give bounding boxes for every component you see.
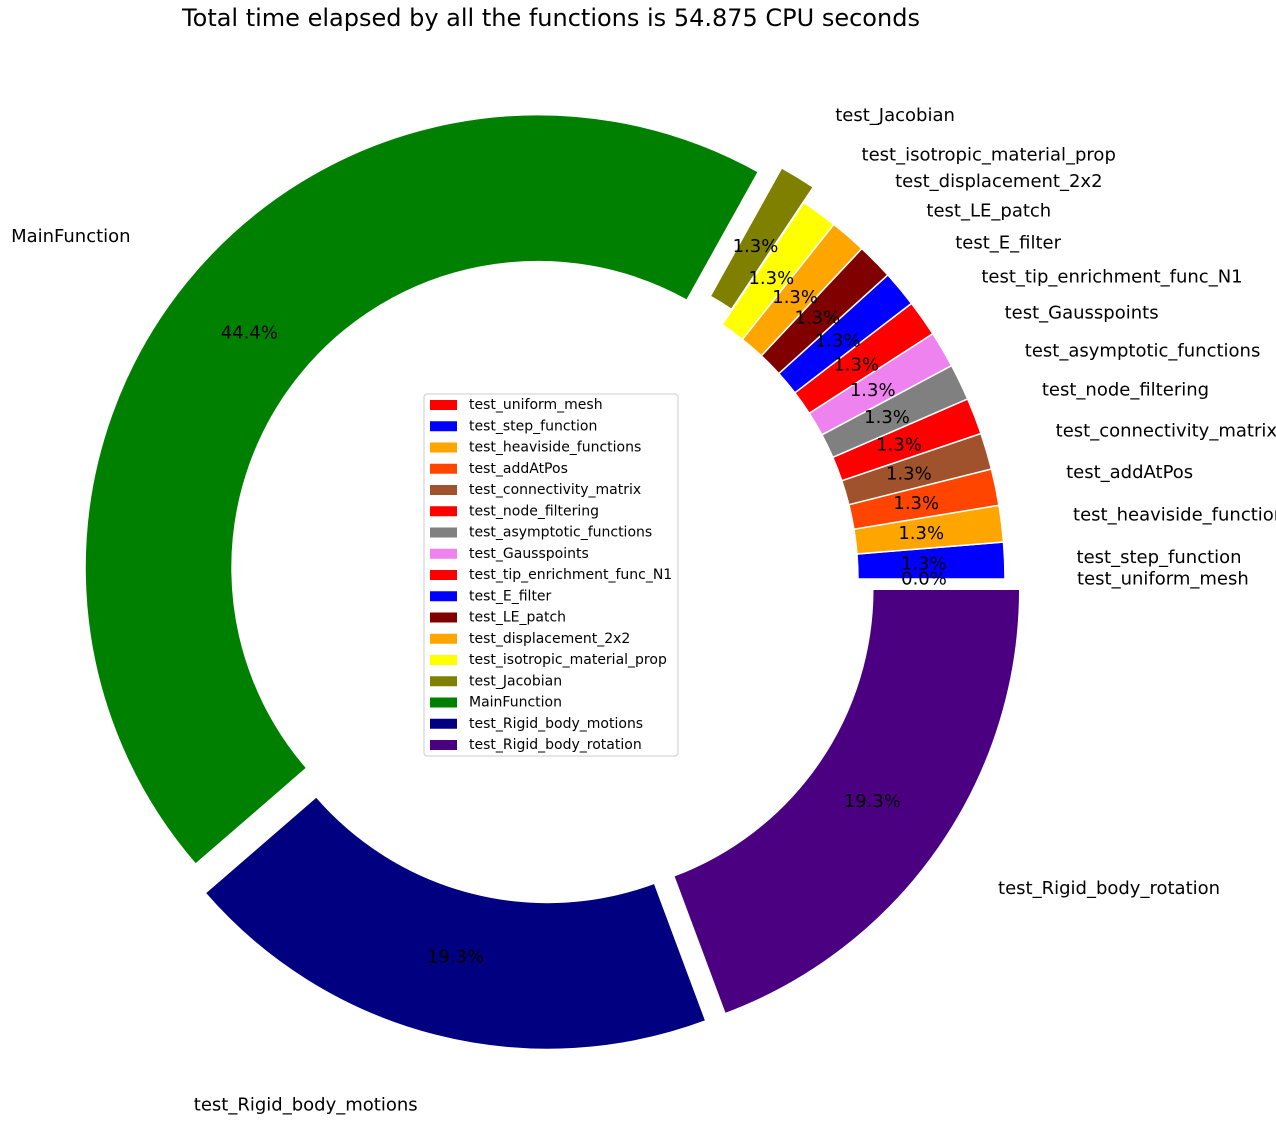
percent-label-test-node-filtering: 1.3%: [876, 435, 922, 456]
slice-label-test-gausspoints: test_Gausspoints: [1005, 302, 1159, 323]
legend-swatch-test-uniform-mesh: [430, 400, 457, 410]
legend-label-test-asymptotic-functions: test_asymptotic_functions: [469, 525, 652, 541]
percent-label-test-rigid-body-motions: 19.3%: [427, 946, 484, 967]
percent-label-test-addatpos: 1.3%: [893, 493, 939, 514]
legend-label-test-rigid-body-motions: test_Rigid_body_motions: [469, 716, 643, 732]
slice-test-isotropic-material-prop: [721, 201, 835, 341]
slices-layer: [84, 113, 1021, 1051]
percent-label-test-step-function: 1.3%: [901, 553, 947, 574]
percent-label-mainfunction: 44.4%: [221, 323, 278, 344]
legend-swatch-test-step-function: [430, 421, 457, 432]
slice-test-rigid-body-rotation: [672, 588, 1021, 1015]
legend-label-test-tip-enrichment-func-n1: test_tip_enrichment_func_N1: [469, 567, 672, 583]
percent-label-test-tip-enrichment-func-n1: 1.3%: [833, 354, 879, 375]
slice-label-test-e-filter: test_E_filter: [955, 232, 1061, 253]
percent-label-test-le-patch: 1.3%: [794, 308, 840, 329]
legend-label-test-le-patch: test_LE_patch: [469, 610, 566, 626]
legend: test_uniform_mesh test_step_function test_…: [423, 393, 679, 757]
legend-swatch-test-addatpos: [430, 463, 457, 474]
slice-label-test-rigid-body-motions: test_Rigid_body_motions: [194, 1095, 418, 1116]
percent-label-test-heaviside-functions: 1.3%: [898, 523, 944, 544]
legend-swatch-test-asymptotic-functions: [430, 527, 457, 538]
slice-label-test-rigid-body-rotation: test_Rigid_body_rotation: [998, 878, 1220, 899]
legend-label-test-displacement-2x2: test_displacement_2x2: [469, 631, 630, 647]
legend-label-test-uniform-mesh: test_uniform_mesh: [469, 397, 603, 413]
slice-test-jacobian: [709, 166, 815, 311]
percent-label-test-isotropic-material-prop: 1.3%: [748, 268, 794, 289]
legend-label-test-connectivity-matrix: test_connectivity_matrix: [469, 482, 641, 498]
legend-swatch-test-e-filter: [430, 591, 457, 602]
legend-label-test-gausspoints: test_Gausspoints: [469, 546, 589, 562]
percent-label-test-jacobian: 1.3%: [733, 236, 779, 257]
slice-label-test-jacobian: test_Jacobian: [835, 105, 955, 126]
percent-label-test-connectivity-matrix: 1.3%: [886, 463, 932, 484]
slice-label-test-uniform-mesh: test_uniform_mesh: [1077, 569, 1249, 590]
slice-labels-layer: test_uniform_meshtest_step_functiontest_…: [11, 105, 1276, 1115]
legend-swatch-test-node-filtering: [430, 506, 457, 517]
legend-swatch-test-rigid-body-rotation: [430, 740, 457, 750]
percent-label-test-uniform-mesh: 0.0%: [901, 569, 947, 590]
legend-label-test-rigid-body-rotation: test_Rigid_body_rotation: [469, 737, 642, 753]
percent-labels-layer: 0.0%1.3%1.3%1.3%1.3%1.3%1.3%1.3%1.3%1.3%…: [221, 236, 947, 968]
slice-label-test-heaviside-functions: test_heaviside_functions: [1073, 504, 1276, 525]
legend-swatch-test-gausspoints: [430, 548, 457, 559]
slice-label-mainfunction: MainFunction: [11, 226, 131, 247]
legend-swatch-mainfunction: [430, 697, 457, 708]
percent-label-test-displacement-2x2: 1.3%: [772, 287, 818, 308]
slice-label-test-isotropic-material-prop: test_isotropic_material_prop: [862, 144, 1116, 165]
slice-label-test-addatpos: test_addAtPos: [1066, 462, 1193, 483]
slice-label-test-connectivity-matrix: test_connectivity_matrix: [1056, 420, 1276, 441]
slice-label-test-step-function: test_step_function: [1077, 547, 1242, 568]
slice-label-test-asymptotic-functions: test_asymptotic_functions: [1025, 340, 1261, 361]
legend-swatch-test-jacobian: [430, 676, 457, 687]
percent-label-test-gausspoints: 1.3%: [850, 380, 896, 401]
legend-swatch-test-connectivity-matrix: [430, 485, 457, 495]
legend-frame: [423, 393, 679, 757]
legend-swatch-test-le-patch: [430, 612, 457, 623]
legend-label-mainfunction: MainFunction: [469, 695, 562, 711]
legend-label-test-jacobian: test_Jacobian: [469, 673, 562, 689]
legend-label-test-e-filter: test_E_filter: [469, 588, 552, 604]
legend-label-test-addatpos: test_addAtPos: [469, 461, 568, 477]
slice-label-test-node-filtering: test_node_filtering: [1042, 380, 1209, 401]
legend-label-test-step-function: test_step_function: [469, 418, 597, 434]
legend-swatch-test-displacement-2x2: [430, 633, 457, 644]
slice-label-test-tip-enrichment-func-n1: test_tip_enrichment_func_N1: [981, 266, 1242, 287]
chart-title: Total time elapsed by all the functions …: [181, 4, 920, 32]
legend-label-test-isotropic-material-prop: test_isotropic_material_prop: [469, 652, 667, 668]
legend-label-test-node-filtering: test_node_filtering: [469, 503, 599, 519]
slice-mainfunction: [84, 113, 760, 866]
legend-swatch-test-isotropic-material-prop: [430, 655, 457, 665]
slice-label-test-displacement-2x2: test_displacement_2x2: [895, 171, 1102, 192]
percent-label-test-e-filter: 1.3%: [815, 330, 861, 351]
slice-label-test-le-patch: test_LE_patch: [926, 200, 1051, 221]
legend-swatch-test-tip-enrichment-func-n1: [430, 570, 457, 580]
legend-swatch-test-rigid-body-motions: [430, 718, 457, 729]
percent-label-test-rigid-body-rotation: 19.3%: [844, 791, 901, 812]
legend-label-test-heaviside-functions: test_heaviside_functions: [469, 440, 641, 456]
slice-test-rigid-body-motions: [204, 795, 707, 1051]
legend-swatch-test-heaviside-functions: [430, 442, 457, 453]
percent-label-test-asymptotic-functions: 1.3%: [864, 407, 910, 428]
